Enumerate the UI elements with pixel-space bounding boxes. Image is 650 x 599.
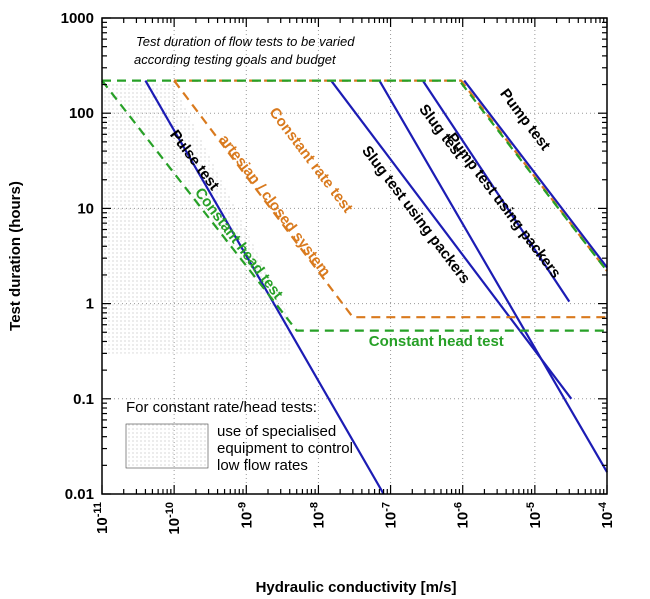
shaded-region-layer (102, 84, 290, 354)
legend: For constant rate/head tests: use of spe… (125, 399, 353, 474)
series-line-0 (144, 80, 385, 495)
y-tick-label: 10 (77, 200, 94, 217)
series-line-3 (421, 79, 571, 303)
series-line-4 (463, 79, 608, 269)
y-tick-label: 1 (86, 296, 94, 313)
x-tick-label: 10-6 (453, 502, 472, 528)
series-line-2 (378, 80, 608, 473)
x-tick-label: 10-4 (597, 501, 616, 528)
legend-line-3: low flow rates (217, 457, 308, 474)
series-label-8: Constant head test (369, 333, 504, 350)
series-label-3: Pump test using packers (443, 130, 564, 282)
annotation-line-1: Test duration of flow tests to be varied (136, 34, 355, 49)
series-line-8 (102, 79, 608, 272)
legend-line-1: use of specialised (217, 423, 336, 440)
y-tick-label: 0.1 (73, 391, 94, 408)
series-label-4: Pump test (496, 86, 553, 154)
x-tick-label: 10-7 (381, 502, 400, 528)
x-tick-label: 10-10 (164, 502, 183, 535)
y-axis-title: Test duration (hours) (7, 181, 24, 331)
x-tick-label: 10-11 (92, 502, 111, 534)
y-tick-label: 0.01 (65, 486, 94, 503)
x-tick-label: 10-5 (525, 502, 544, 528)
series-layer (101, 79, 608, 495)
x-tick-label: 10-9 (236, 502, 255, 528)
series-line-5 (173, 79, 607, 319)
tick-layer: 0.01 0.1 1 10 100 1000 10-11 10-10 10-9 10-8 10-7 1… (61, 10, 616, 535)
shaded-region-0 (102, 84, 290, 354)
x-axis-title: Hydraulic conductivity [m/s] (256, 579, 457, 596)
y-tick-label: 100 (69, 105, 94, 122)
y-tick-label: 1000 (61, 10, 94, 27)
series-line-7 (101, 79, 607, 332)
legend-line-2: equipment to control (217, 440, 353, 457)
legend-swatch (125, 423, 209, 469)
legend-title: For constant rate/head tests: (126, 399, 317, 416)
x-tick-label: 10-8 (308, 502, 327, 528)
annotation-line-2: according testing goals and budget (134, 52, 337, 67)
plot-frame (101, 17, 608, 495)
series-line-1 (330, 79, 573, 400)
